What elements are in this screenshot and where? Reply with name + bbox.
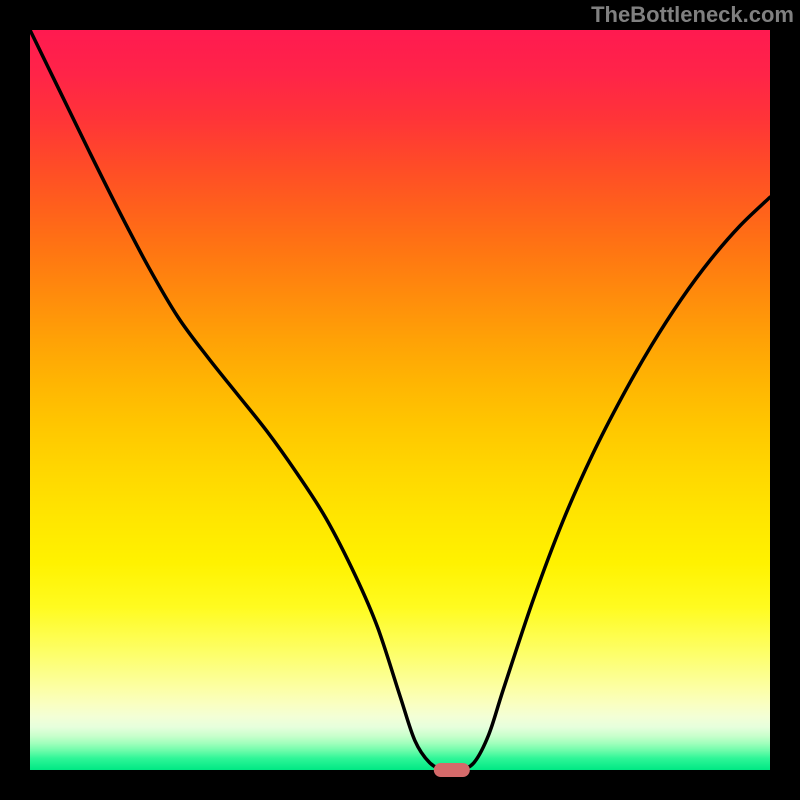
plot-background <box>30 30 770 770</box>
bottleneck-chart <box>0 0 800 800</box>
watermark-text: TheBottleneck.com <box>591 2 794 28</box>
optimal-marker <box>434 763 470 777</box>
chart-canvas: TheBottleneck.com <box>0 0 800 800</box>
